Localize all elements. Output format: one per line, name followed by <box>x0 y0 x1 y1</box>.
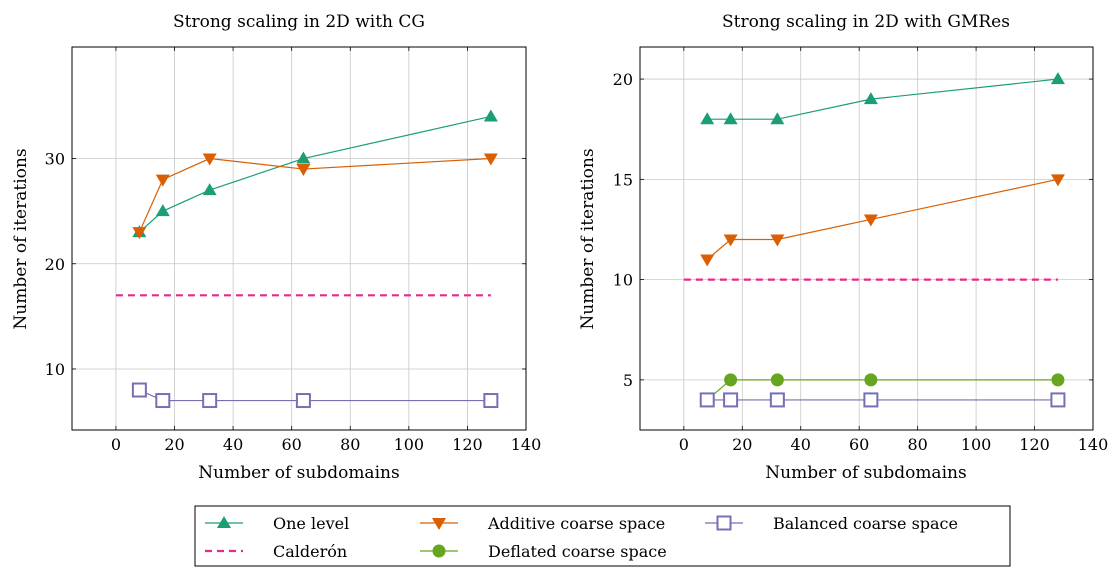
data-point <box>864 373 878 387</box>
series-one-level <box>132 109 498 238</box>
chart-title: Strong scaling in 2D with GMRes <box>722 12 1010 32</box>
x-tick-label: 40 <box>223 435 243 454</box>
legend-label: Balanced coarse space <box>773 514 958 533</box>
data-point <box>700 112 715 125</box>
data-point <box>155 393 171 409</box>
data-point <box>770 234 785 247</box>
series-line <box>138 115 491 233</box>
y-tick-label: 15 <box>613 170 633 189</box>
chart-gmres: Strong scaling in 2D with GMRes Number o… <box>578 12 1108 483</box>
series-balanced <box>699 392 1066 408</box>
data-point <box>1050 392 1066 408</box>
data-point <box>700 254 715 267</box>
data-point <box>202 183 217 196</box>
data-point <box>770 373 784 387</box>
y-tick-label: 10 <box>613 271 633 290</box>
x-tick-label: 0 <box>111 435 121 454</box>
series-line <box>138 157 491 233</box>
y-tick-label: 10 <box>45 360 65 379</box>
grid <box>72 47 527 430</box>
data-point <box>131 382 147 398</box>
y-tick-label: 30 <box>45 150 65 169</box>
legend-label: Additive coarse space <box>487 514 665 533</box>
data-point <box>699 392 715 408</box>
legend-entry-balanced: Balanced coarse space <box>705 514 958 533</box>
series-additive <box>132 153 498 240</box>
data-point <box>1051 373 1065 387</box>
data-point <box>296 164 311 177</box>
data-point <box>483 393 499 409</box>
x-tick-label: 60 <box>281 435 301 454</box>
legend-label: One level <box>273 514 349 533</box>
y-axis-label: Number of iterations <box>11 148 31 329</box>
legend-entry-additive: Additive coarse space <box>420 514 665 533</box>
x-tick-label: 80 <box>907 435 927 454</box>
x-tick-label: 20 <box>164 435 184 454</box>
y-tick-label: 5 <box>623 371 633 390</box>
data-point <box>863 214 878 227</box>
legend-entry-calderon: Calderón <box>205 542 347 561</box>
legend-marker <box>432 544 446 558</box>
x-tick-label: 0 <box>679 435 689 454</box>
series-balanced <box>131 382 499 409</box>
data-point <box>483 109 498 122</box>
x-tick-label: 80 <box>340 435 360 454</box>
legend-frame <box>194 505 1011 567</box>
y-tick-label: 20 <box>613 70 633 89</box>
data-point <box>769 392 785 408</box>
series-line <box>707 78 1058 120</box>
chart-title: Strong scaling in 2D with CG <box>173 12 425 32</box>
x-tick-label: 120 <box>452 435 483 454</box>
data-point <box>132 227 147 240</box>
data-point <box>723 112 738 125</box>
x-tick-label: 100 <box>394 435 425 454</box>
data-point <box>863 392 879 408</box>
series-additive <box>700 174 1065 267</box>
x-axis-label: Number of subdomains <box>765 463 966 483</box>
data-point <box>295 393 311 409</box>
data-point <box>770 112 785 125</box>
data-point <box>723 392 739 408</box>
series-deflated <box>700 373 1065 407</box>
data-point <box>483 153 498 166</box>
series-line <box>139 389 491 402</box>
x-axis-label: Number of subdomains <box>198 463 399 483</box>
legend-marker <box>217 516 231 528</box>
data-point <box>202 153 217 166</box>
y-tick-label: 20 <box>45 255 65 274</box>
data-point <box>1050 72 1065 85</box>
x-tick-label: 100 <box>961 435 992 454</box>
data-point <box>155 204 170 217</box>
data-point <box>723 234 738 247</box>
series-line <box>706 379 1058 401</box>
data-point <box>863 92 878 105</box>
data-point <box>202 393 218 409</box>
grid <box>640 47 1094 430</box>
legend-label: Calderón <box>273 542 347 561</box>
y-axis-label: Number of iterations <box>578 148 598 329</box>
chart-cg: Strong scaling in 2D with CG Number of s… <box>11 12 541 483</box>
x-tick-label: 60 <box>849 435 869 454</box>
data-point <box>724 373 738 387</box>
x-tick-label: 20 <box>732 435 752 454</box>
series-one-level <box>700 72 1065 125</box>
series-line <box>706 178 1059 261</box>
x-tick-label: 140 <box>1078 435 1109 454</box>
legend: One level Additive coarse space Balanced c… <box>194 505 1011 567</box>
legend-marker <box>716 515 732 531</box>
data-point <box>296 151 311 164</box>
x-tick-label: 140 <box>511 435 542 454</box>
legend-entry-deflated: Deflated coarse space <box>420 542 667 561</box>
legend-label: Deflated coarse space <box>488 542 667 561</box>
legend-entry-one-level: One level <box>205 514 349 533</box>
plot-frame <box>639 46 1094 431</box>
x-tick-label: 40 <box>791 435 811 454</box>
legend-marker <box>432 518 446 530</box>
x-tick-label: 120 <box>1019 435 1050 454</box>
data-point <box>1050 174 1065 187</box>
plot-frame <box>71 46 527 431</box>
data-point <box>155 174 170 187</box>
